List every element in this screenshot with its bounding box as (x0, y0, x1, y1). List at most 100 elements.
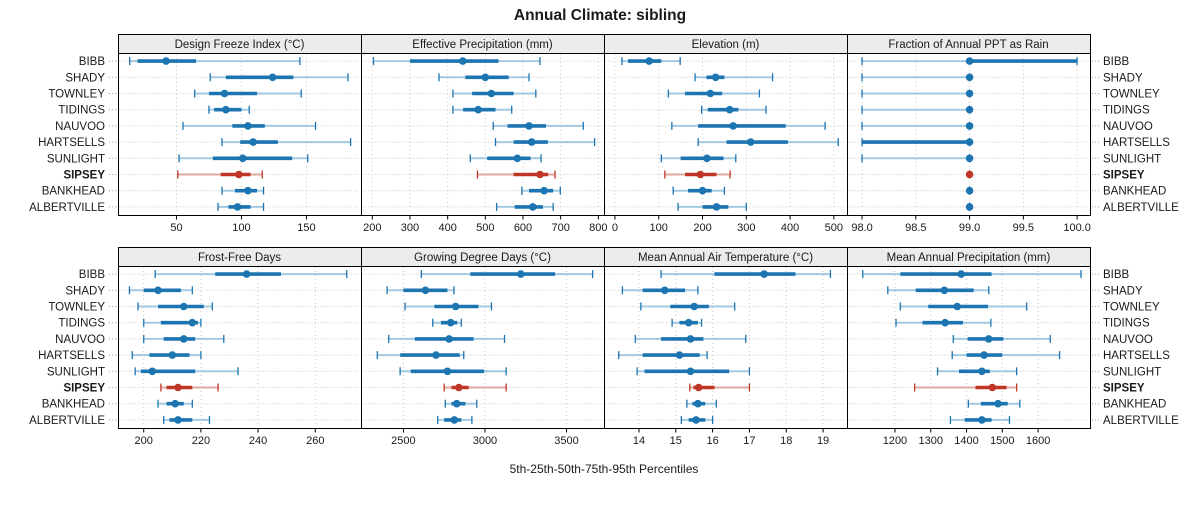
panel-design-freeze-index-c: Design Freeze Index (°C) 50 100 150 BIBB SHAD… (29, 34, 362, 234)
median-dot (686, 335, 695, 343)
series-tidings (452, 105, 513, 114)
median-dot (690, 302, 699, 311)
series-nauvoo (388, 334, 506, 343)
series-sipsey (160, 383, 219, 392)
strip-title: Fraction of Annual PPT as Rain (888, 39, 1048, 51)
site-label-right-shady: SHADY (1103, 72, 1143, 84)
median-dot (455, 383, 463, 392)
series-nauvoo (492, 121, 584, 130)
median-dot (244, 122, 252, 130)
series-albertville (949, 415, 1011, 424)
median-dot (978, 416, 986, 424)
site-label-right-albertville: ALBERTVILLE (1103, 202, 1179, 214)
median-dot (965, 122, 974, 130)
series-sipsey (443, 383, 507, 392)
series-sipsey (177, 170, 263, 179)
site-label-right-hartsells: HARTSELLS (1103, 350, 1170, 362)
series-bibb (660, 270, 832, 279)
median-dot (965, 154, 974, 163)
median-dot (154, 286, 162, 295)
site-label-left-nauvoo: NAUVOO (55, 121, 105, 133)
panel-effective-precipitation-mm: Effective Precipitation (mm) 200 300 400 500… (361, 34, 608, 234)
median-dot (179, 335, 188, 343)
median-dot (965, 170, 974, 179)
median-dot (725, 105, 734, 114)
median-dot (746, 138, 755, 146)
median-dot (517, 270, 525, 278)
site-label-right-bankhead: BANKHEAD (1103, 186, 1166, 198)
strip-title: Design Freeze Index (°C) (175, 39, 305, 51)
site-label-right-nauvoo: NAUVOO (1103, 121, 1153, 133)
series-bibb (862, 270, 1082, 279)
median-dot (645, 57, 653, 65)
site-label-right-bankhead: BANKHEAD (1103, 399, 1166, 411)
median-dot (711, 73, 720, 82)
series-shady (694, 73, 774, 82)
median-dot (703, 154, 711, 163)
site-label-right-townley: TOWNLEY (1103, 89, 1160, 101)
median-dot (242, 270, 251, 278)
median-dot (965, 105, 974, 114)
series-albertville (965, 202, 974, 211)
series-sipsey (476, 170, 556, 179)
median-dot (706, 89, 715, 98)
median-dot (445, 335, 453, 343)
median-dot (174, 416, 182, 424)
panel-growing-degree-days-c: Growing Degree Days (°C) 2500 3000 3500 (361, 247, 605, 447)
median-dot (965, 138, 974, 146)
site-label-left-albertville: ALBERTVILLE (29, 415, 105, 427)
series-hartsells (951, 351, 1061, 360)
series-tidings (861, 105, 974, 114)
x-tick-label: 300 (401, 222, 419, 234)
strip-title: Elevation (m) (692, 39, 760, 51)
median-dot (481, 73, 490, 82)
x-tick-label: 700 (551, 222, 569, 234)
series-shady (861, 73, 974, 82)
series-bibb (420, 270, 594, 279)
site-label-right-tidings: TIDINGS (1103, 105, 1150, 117)
panel-border (847, 266, 1091, 429)
x-tick-label: 99.5 (1013, 222, 1034, 234)
series-bibb (621, 57, 681, 66)
series-albertville (677, 202, 747, 211)
series-hartsells (131, 351, 202, 360)
site-label-right-sipsey: SIPSEY (1103, 170, 1145, 182)
site-label-left-albertville: ALBERTVILLE (29, 202, 105, 214)
median-dot (536, 170, 544, 179)
series-bibb (861, 57, 1078, 66)
median-dot (994, 399, 1002, 408)
site-label-right-sipsey: SIPSEY (1103, 383, 1145, 395)
x-tick-label: 1300 (919, 435, 943, 447)
series-sipsey (913, 383, 1018, 392)
median-dot (168, 351, 177, 359)
series-bibb (372, 57, 541, 66)
site-label-left-sunlight: SUNLIGHT (47, 153, 105, 165)
median-dot (446, 318, 455, 327)
median-dot (452, 399, 461, 408)
chart-title: Annual Climate: sibling (514, 7, 686, 24)
series-bibb (154, 270, 348, 279)
x-tick-label: 100 (650, 222, 668, 234)
series-nauvoo (182, 121, 317, 130)
series-townley (640, 302, 736, 311)
median-dot (528, 203, 537, 211)
series-bankhead (686, 399, 717, 408)
median-dot (268, 73, 277, 82)
series-townley (452, 89, 537, 98)
x-tick-label: 260 (306, 435, 324, 447)
median-dot (220, 89, 229, 98)
median-dot (487, 89, 496, 98)
series-albertville (437, 415, 473, 424)
series-shady (386, 286, 455, 295)
median-dot (760, 270, 768, 278)
median-dot (712, 203, 721, 211)
x-tick-label: 15 (670, 435, 682, 447)
series-tidings (208, 105, 250, 114)
series-shady (438, 73, 530, 82)
series-shady (887, 286, 990, 295)
median-dot (171, 399, 179, 408)
median-dot (513, 154, 522, 163)
median-dot (988, 383, 997, 392)
series-townley (137, 302, 213, 311)
x-tick-label: 99.0 (959, 222, 980, 234)
